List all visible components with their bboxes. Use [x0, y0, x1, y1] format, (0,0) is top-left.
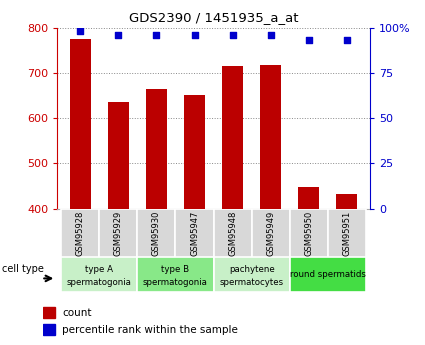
Point [77, 28, 84, 34]
Bar [176, 209, 214, 257]
Text: spermatogonia: spermatogonia [67, 278, 132, 287]
Bar [99, 209, 137, 257]
Bar [290, 257, 366, 292]
Text: type B: type B [162, 265, 190, 274]
Title: GDS2390 / 1451935_a_at: GDS2390 / 1451935_a_at [129, 11, 298, 24]
Point [115, 32, 122, 38]
Text: pachytene: pachytene [229, 265, 275, 274]
Bar [61, 209, 99, 257]
Text: GSM95948: GSM95948 [228, 210, 237, 256]
Point [191, 32, 198, 38]
Text: GSM95949: GSM95949 [266, 210, 275, 256]
Text: GSM95947: GSM95947 [190, 210, 199, 256]
Bar [328, 209, 366, 257]
Bar [222, 66, 243, 209]
Text: type A: type A [85, 265, 113, 274]
Bar [298, 187, 319, 209]
Bar [42, 324, 55, 335]
Bar [61, 257, 137, 292]
Text: spermatogonia: spermatogonia [143, 278, 208, 287]
Text: GSM95950: GSM95950 [304, 210, 313, 256]
Bar [70, 39, 91, 209]
Bar [337, 194, 357, 209]
Text: GSM95928: GSM95928 [76, 210, 85, 256]
Bar [214, 257, 290, 292]
Text: GSM95929: GSM95929 [114, 210, 123, 256]
Bar [137, 209, 176, 257]
Text: round spermatids: round spermatids [290, 270, 366, 279]
Bar [290, 209, 328, 257]
Bar [42, 307, 55, 318]
Text: GSM95951: GSM95951 [343, 210, 351, 256]
Bar [108, 102, 129, 209]
Point [153, 32, 160, 38]
Bar [214, 209, 252, 257]
Text: spermatocytes: spermatocytes [220, 278, 284, 287]
Bar [260, 65, 281, 209]
Text: GSM95930: GSM95930 [152, 210, 161, 256]
Point [343, 38, 350, 43]
Point [229, 32, 236, 38]
Point [306, 38, 312, 43]
Bar [146, 89, 167, 209]
Bar [252, 209, 290, 257]
Point [267, 32, 274, 38]
Text: count: count [62, 308, 92, 317]
Text: percentile rank within the sample: percentile rank within the sample [62, 325, 238, 335]
Bar [184, 95, 205, 209]
Bar [137, 257, 214, 292]
Text: cell type: cell type [2, 264, 44, 274]
